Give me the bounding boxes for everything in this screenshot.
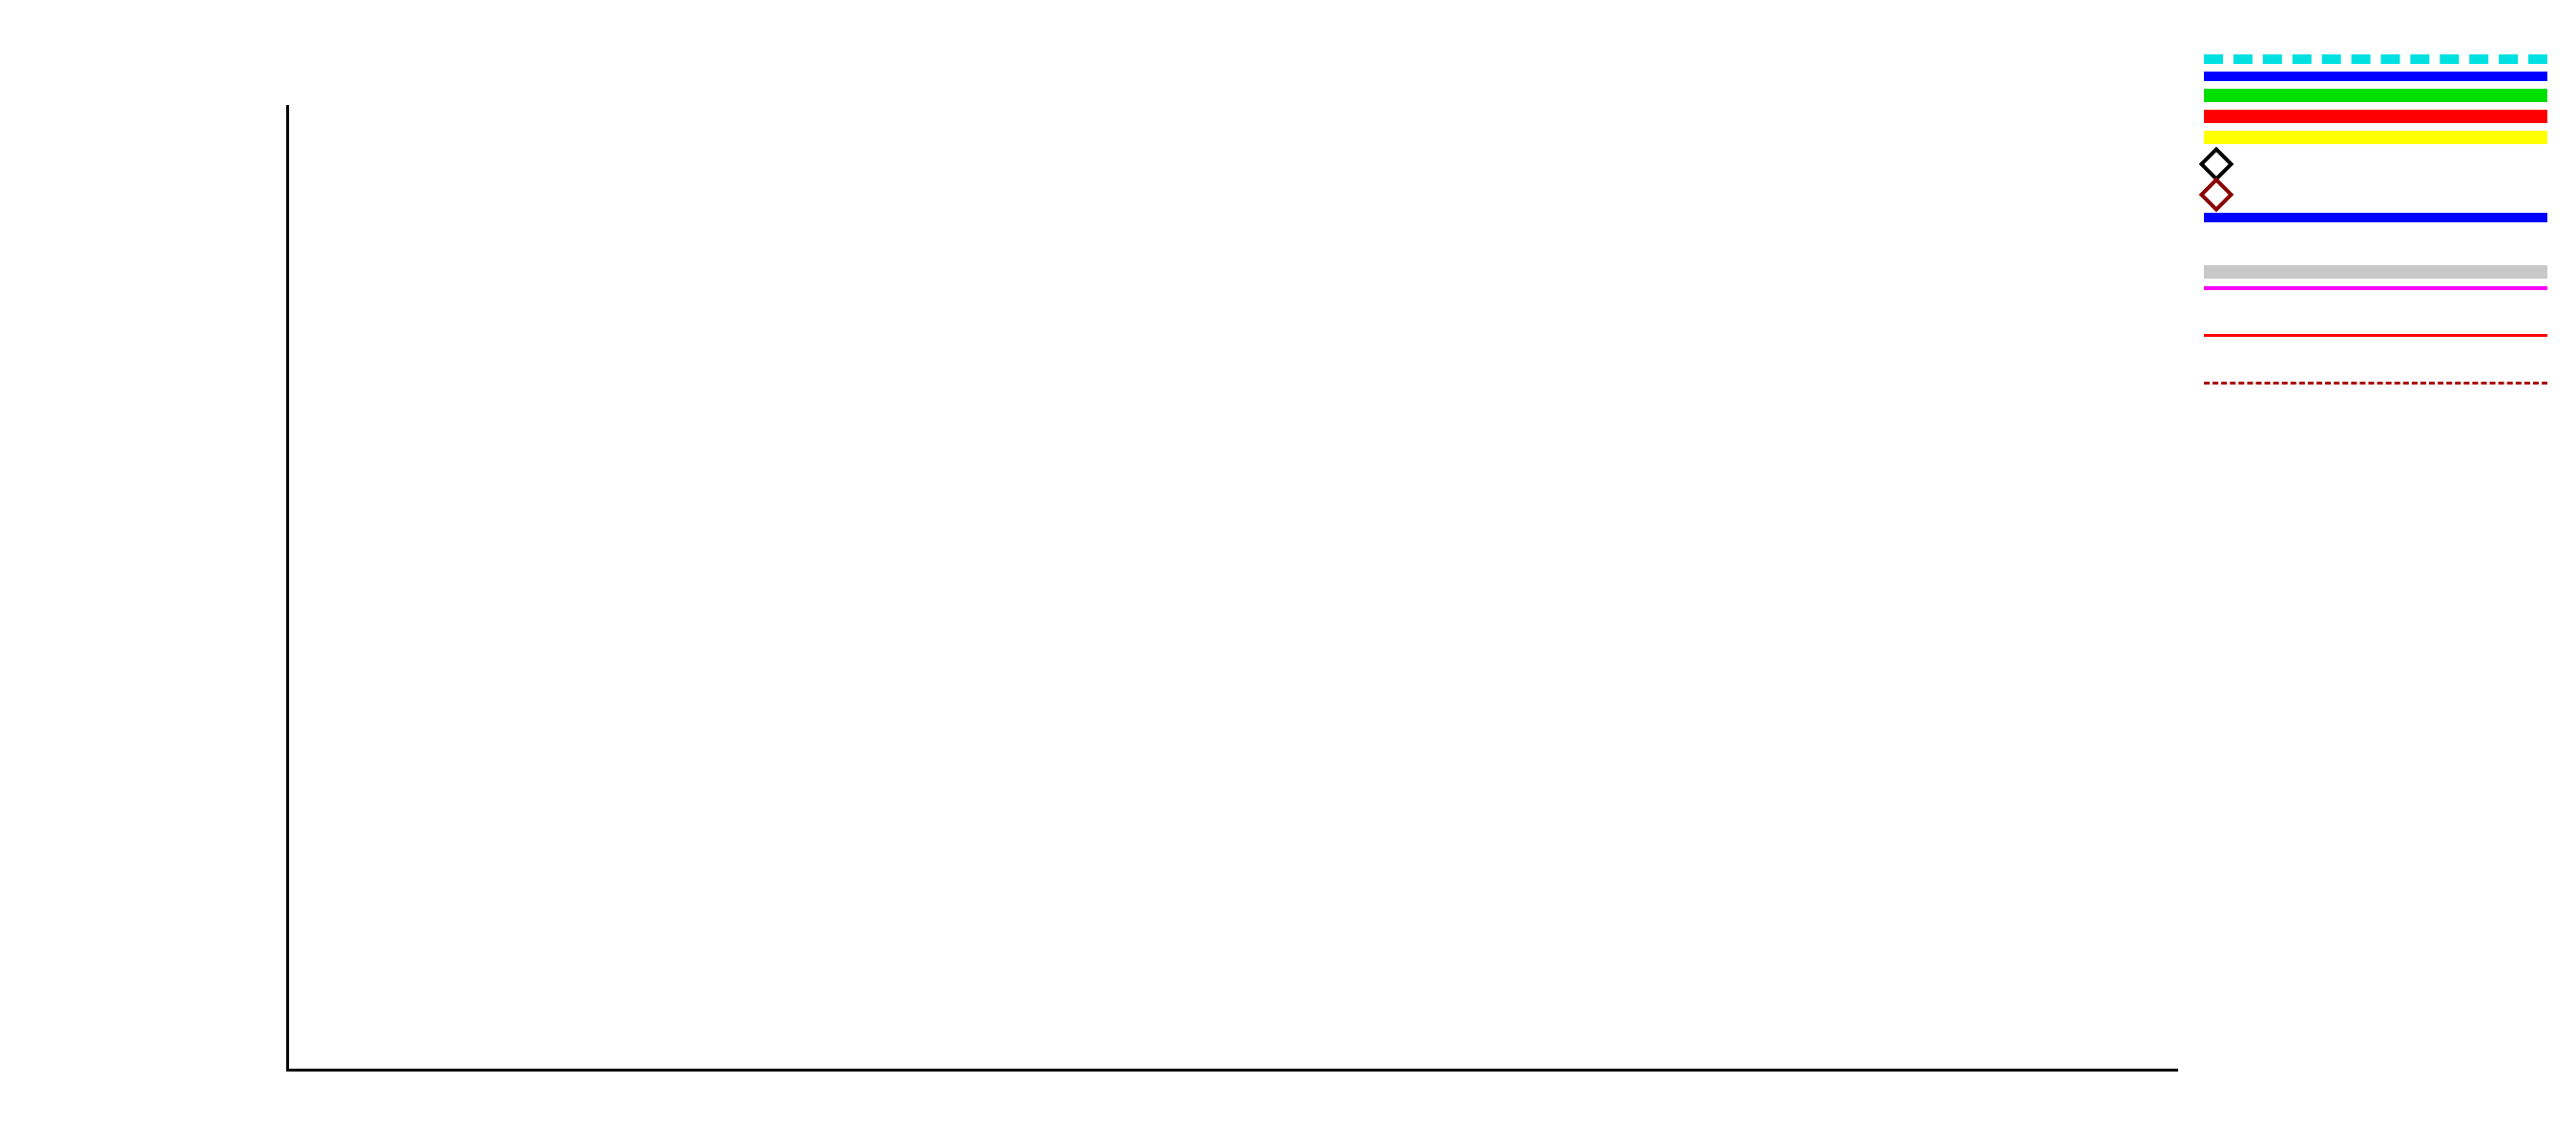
legend-forecast-start [2204, 54, 2557, 64]
legend-5-95 [2204, 110, 2557, 123]
legend-swatch-hist [2204, 265, 2547, 279]
legend-swatch-full [2204, 131, 2547, 144]
legend-swatch-25-75 [2204, 89, 2547, 102]
legend-sim-history [2204, 213, 2557, 222]
plot-area [286, 105, 2178, 1072]
stats-high [2204, 298, 2557, 338]
legend-median [2204, 286, 2557, 290]
diamond-icon [2199, 177, 2234, 213]
plot-svg [289, 105, 2178, 1069]
legend-swatch-median [2204, 286, 2547, 290]
legend-swatch-5-95 [2204, 110, 2547, 123]
legend-unreliable [2204, 182, 2557, 207]
legend-central [2204, 72, 2557, 81]
legend-25-75 [2204, 89, 2557, 102]
legend-swatch-central [2204, 72, 2547, 81]
legend-hist-range [2204, 230, 2557, 279]
legend-swatch-forecast-start [2204, 54, 2547, 64]
legend-observed [2204, 152, 2557, 177]
ref-line-lo-icon [2204, 382, 2547, 385]
legend [2204, 52, 2557, 392]
stats-low [2204, 344, 2557, 385]
chart-container [0, 0, 2576, 1145]
legend-swatch-sim [2204, 213, 2547, 222]
legend-full [2204, 131, 2557, 144]
ref-line-hi-icon [2204, 334, 2547, 337]
